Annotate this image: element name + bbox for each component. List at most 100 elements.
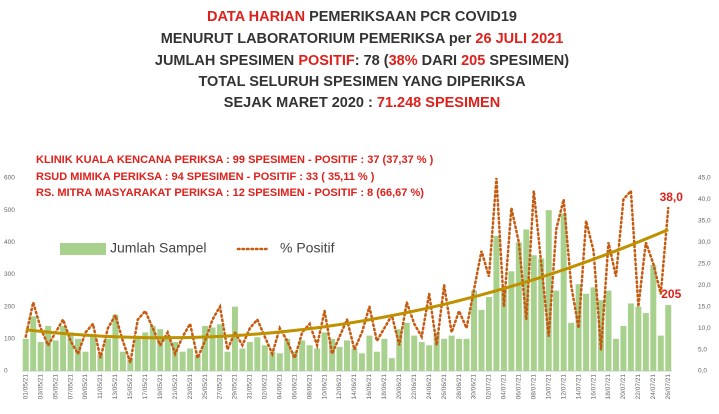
bar	[254, 337, 261, 371]
bar	[149, 325, 156, 371]
bar	[291, 351, 298, 371]
bar	[239, 348, 246, 371]
bar	[45, 325, 52, 371]
y-tick-label: 200	[4, 303, 15, 310]
bar	[583, 293, 590, 371]
x-tick-label: 29/05/21	[232, 374, 239, 400]
bar	[493, 235, 500, 371]
x-tick-label: 16/06/21	[366, 374, 373, 400]
bar	[217, 324, 223, 371]
bar	[329, 338, 336, 371]
bar	[635, 306, 642, 371]
x-tick-label: 07/05/21	[67, 374, 74, 400]
bar	[224, 351, 231, 371]
bar	[366, 335, 373, 371]
bar	[403, 322, 410, 371]
bar	[97, 354, 104, 371]
x-tick-label: 14/07/21	[575, 374, 582, 400]
bar	[530, 255, 537, 371]
bar	[269, 351, 276, 371]
x-tick-label: 06/07/21	[516, 374, 523, 400]
bar	[30, 316, 37, 371]
bar	[560, 213, 567, 371]
bar	[187, 348, 194, 371]
y-tick-label: 0	[4, 368, 8, 375]
bar	[164, 335, 171, 371]
bar	[306, 345, 313, 371]
y2-tick-label: 30,0	[698, 239, 711, 246]
bar	[642, 313, 649, 371]
header-text: : 78 (	[355, 53, 389, 69]
header-line: MENURUT LABORATORIUM PEMERIKSA per 26 JU…	[161, 31, 564, 47]
legend-label: Jumlah Sampel	[110, 240, 207, 256]
header-line: SEJAK MARET 2020 : 71.248 SPESIMEN	[224, 95, 500, 111]
header-text: PEMERIKSAAN PCR COVID19	[305, 9, 517, 25]
bar	[104, 338, 111, 371]
x-tick-label: 14/06/21	[351, 374, 358, 400]
bar	[485, 297, 492, 371]
x-tick-label: 31/05/21	[247, 374, 254, 400]
bar	[37, 342, 44, 371]
y2-tick-label: 15,0	[698, 303, 711, 310]
y-tick-label: 300	[4, 271, 15, 278]
x-tick-label: 18/06/21	[381, 374, 388, 400]
bar	[231, 306, 238, 371]
bar	[620, 325, 627, 371]
x-tick-label: 28/06/21	[456, 374, 463, 400]
y-tick-label: 100	[4, 336, 15, 343]
y2-tick-label: 25,0	[698, 260, 711, 267]
x-tick-label: 24/06/21	[426, 374, 433, 400]
x-tick-label: 22/06/21	[411, 374, 418, 400]
bar	[538, 258, 545, 371]
bar	[358, 353, 365, 371]
bar	[75, 338, 82, 371]
x-tick-label: 17/05/21	[142, 374, 149, 400]
bar	[411, 335, 418, 371]
bar	[612, 338, 619, 371]
bar	[246, 342, 253, 371]
header-highlight: 71.248 SPESIMEN	[377, 95, 500, 111]
x-tick-label: 18/07/21	[605, 374, 612, 400]
header-highlight: DATA HARIAN	[207, 9, 305, 25]
bar	[194, 354, 201, 371]
bar	[22, 338, 29, 371]
bar	[381, 338, 388, 371]
header-text: SEJAK MARET 2020 :	[224, 95, 377, 111]
bar	[456, 338, 463, 371]
y2-tick-label: 35,0	[698, 218, 711, 225]
bar	[157, 329, 164, 371]
x-tick-label: 04/06/21	[276, 374, 283, 400]
x-tick-label: 24/07/21	[650, 374, 657, 400]
x-tick-label: 16/07/21	[590, 374, 597, 400]
bar	[500, 287, 507, 371]
bar	[344, 340, 350, 371]
header-highlight: POSITIF	[298, 53, 355, 69]
bar	[142, 332, 149, 371]
header-line: JUMLAH SPESIMEN POSITIF: 78 (38% DARI 20…	[155, 53, 569, 69]
header-line: DATA HARIAN PEMERIKSAAN PCR COVID19	[207, 9, 517, 25]
x-tick-label: 03/05/21	[37, 374, 44, 400]
legend-swatch	[60, 243, 106, 255]
bar	[590, 287, 597, 371]
bar	[388, 358, 395, 371]
bar	[82, 351, 89, 371]
bar	[119, 351, 126, 371]
header-highlight: 26 JULI 2021	[475, 31, 563, 47]
y2-tick-label: 45,0	[698, 175, 711, 182]
bar	[60, 325, 67, 371]
bar	[202, 325, 209, 371]
x-tick-label: 26/07/21	[665, 374, 672, 400]
x-tick-label: 13/05/21	[112, 374, 119, 400]
x-tick-label: 21/05/21	[172, 374, 179, 400]
legend-label: % Positif	[280, 240, 335, 256]
bar	[276, 353, 283, 371]
x-tick-label: 11/05/21	[97, 374, 104, 399]
line	[24, 177, 670, 368]
x-tick-label: 27/05/21	[217, 374, 224, 400]
bar	[67, 332, 74, 371]
y-tick-label: 400	[4, 239, 15, 246]
header-text: DARI	[418, 53, 462, 69]
bar	[284, 338, 291, 371]
header-highlight: 205	[461, 53, 485, 69]
